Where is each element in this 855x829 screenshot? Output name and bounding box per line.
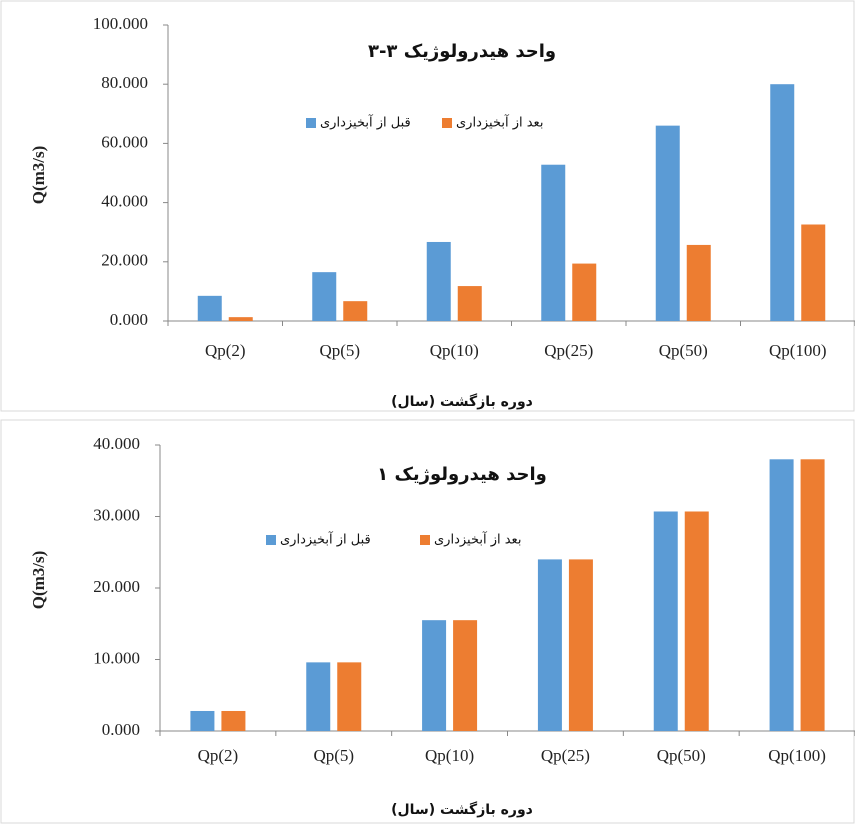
bar xyxy=(306,662,331,731)
legend-label: بعد از آبخیزداری xyxy=(456,114,543,131)
bar xyxy=(686,244,711,321)
x-axis-title: دوره بازگشت (سال) xyxy=(391,801,533,818)
chart-title: واحد هیدرولوژیک ۳-۳ xyxy=(368,41,556,62)
y-tick-label: 10.000 xyxy=(93,648,140,667)
x-tick-label: Qp(2) xyxy=(205,341,246,360)
y-axis-title: Q(m3/s) xyxy=(29,551,48,610)
bar xyxy=(568,559,593,731)
y-tick-label: 40.000 xyxy=(93,434,140,453)
y-tick-label: 20.000 xyxy=(101,251,148,270)
bar xyxy=(572,263,597,321)
y-tick-label: 100.000 xyxy=(93,14,148,33)
y-tick-label: 0.000 xyxy=(102,720,140,739)
bar xyxy=(800,459,825,731)
x-tick-label: Qp(10) xyxy=(430,341,479,360)
x-tick-label: Qp(10) xyxy=(425,746,474,765)
bar xyxy=(221,710,246,731)
x-tick-label: Qp(50) xyxy=(659,341,708,360)
x-tick-label: Qp(5) xyxy=(319,341,360,360)
legend-swatch xyxy=(306,118,316,128)
bar xyxy=(312,272,337,321)
y-axis-title: Q(m3/s) xyxy=(29,146,48,205)
legend-swatch xyxy=(442,118,452,128)
y-tick-label: 60.000 xyxy=(101,132,148,151)
y-tick-label: 0.000 xyxy=(110,310,148,329)
y-tick-label: 20.000 xyxy=(93,577,140,596)
x-tick-label: Qp(2) xyxy=(198,746,239,765)
x-tick-label: Qp(100) xyxy=(769,341,827,360)
legend-label: قبل از آبخیزداری xyxy=(320,114,411,131)
bar xyxy=(684,511,709,731)
chart-frame xyxy=(0,0,855,412)
x-tick-label: Qp(25) xyxy=(544,341,593,360)
chart-frame xyxy=(0,419,855,824)
bar xyxy=(537,559,562,731)
x-tick-label: Qp(50) xyxy=(657,746,706,765)
y-tick-label: 30.000 xyxy=(93,505,140,524)
bar xyxy=(541,164,566,321)
legend-swatch xyxy=(266,535,276,545)
legend-label: بعد از آبخیزداری xyxy=(434,531,521,548)
bar xyxy=(770,84,795,321)
y-tick-label: 80.000 xyxy=(101,73,148,92)
x-tick-label: Qp(100) xyxy=(768,746,826,765)
x-tick-label: Qp(25) xyxy=(541,746,590,765)
y-tick-label: 40.000 xyxy=(101,192,148,211)
bar xyxy=(655,125,680,321)
bar xyxy=(228,317,253,321)
bar xyxy=(653,511,678,731)
x-axis-title: دوره بازگشت (سال) xyxy=(391,393,533,410)
bar xyxy=(769,459,794,731)
bar xyxy=(190,710,215,731)
bar xyxy=(457,286,482,321)
x-tick-label: Qp(5) xyxy=(313,746,354,765)
bar xyxy=(426,241,451,321)
bar xyxy=(337,662,362,731)
chart-title: واحد هیدرولوژیک ۱ xyxy=(377,464,547,485)
bar xyxy=(453,620,478,731)
bar xyxy=(801,224,826,321)
legend-label: قبل از آبخیزداری xyxy=(280,531,371,548)
legend-swatch xyxy=(420,535,430,545)
bar xyxy=(343,301,368,321)
bar xyxy=(422,620,447,731)
bar xyxy=(197,295,222,321)
